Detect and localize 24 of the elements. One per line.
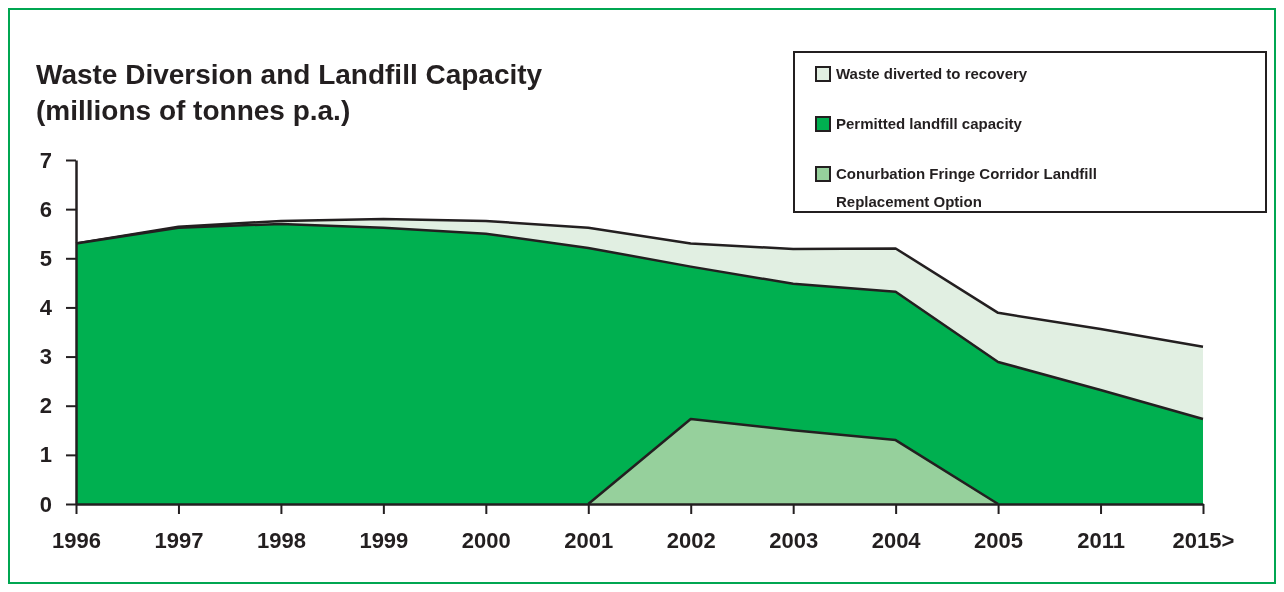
- x-tick-label: 2003: [769, 527, 819, 553]
- x-tick-label: 2000: [461, 527, 511, 553]
- y-tick-label: 1: [39, 442, 52, 468]
- x-tick-label: 1998: [256, 527, 306, 553]
- y-tick-label: 4: [39, 294, 53, 320]
- x-tick-label: 2011: [1077, 527, 1125, 553]
- x-tick-label: 1997: [154, 527, 204, 553]
- y-tick-label: 7: [39, 147, 52, 173]
- y-tick-label: 6: [39, 196, 52, 222]
- legend-label: Conurbation Fringe Corridor Landfill Replacement Option: [836, 165, 1097, 211]
- x-tick-label: 2002: [666, 527, 716, 553]
- x-tick-label: 1999: [359, 527, 409, 553]
- legend-label: Permitted landfill capacity: [836, 115, 1023, 133]
- y-tick-label: 0: [39, 491, 52, 517]
- x-tick-label: 2015>: [1172, 527, 1235, 553]
- y-tick-label: 5: [39, 245, 52, 271]
- x-tick-label: 1996: [52, 527, 101, 553]
- chart-title: Waste Diversion and Landfill Capacity (millions of tonnes p.a.): [36, 59, 543, 126]
- x-tick-label: 2005: [974, 527, 1024, 553]
- x-tick-label: 2004: [871, 527, 922, 553]
- y-tick-label: 3: [39, 344, 52, 370]
- y-tick-label: 2: [39, 393, 52, 419]
- x-tick-label: 2001: [564, 527, 614, 553]
- legend-label: Waste diverted to recovery: [836, 65, 1028, 83]
